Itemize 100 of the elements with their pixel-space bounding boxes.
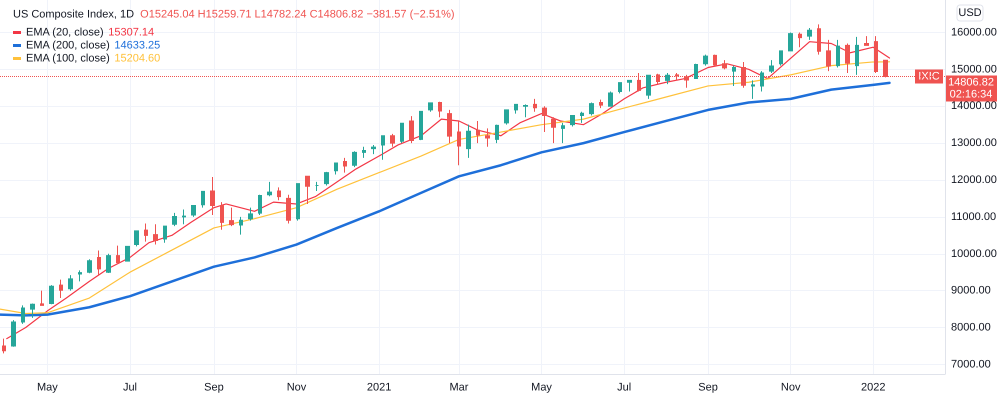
- candlestick: [352, 150, 357, 168]
- candlestick: [580, 111, 584, 124]
- candlestick: [788, 32, 793, 52]
- candlestick: [428, 102, 433, 112]
- candlestick: [267, 181, 272, 197]
- text: 02:16:34: [950, 88, 992, 100]
- x-tick-label: May: [531, 382, 552, 394]
- y-tick-label: 9000.00: [951, 284, 991, 297]
- candlestick: [542, 106, 547, 133]
- candlestick: [845, 43, 850, 74]
- legend-label: EMA (200, close): [26, 40, 110, 52]
- candlestick: [409, 116, 414, 144]
- candlestick: [78, 270, 82, 282]
- candlestick: [191, 204, 196, 218]
- candlestick: [163, 226, 167, 244]
- candlestick: [457, 120, 461, 166]
- y-tick-label: 14000.00: [951, 100, 997, 112]
- candlestick: [798, 32, 802, 48]
- y-tick-label: 16000.00: [951, 26, 997, 38]
- candlestick: [826, 39, 831, 72]
- annotation: 15307.14: [108, 26, 154, 38]
- x-tick-label: Nov: [286, 382, 307, 394]
- candlestick: [258, 194, 262, 216]
- candlestick: [248, 207, 253, 222]
- x-tick-label: Sep: [698, 382, 718, 394]
- candlestick: [239, 216, 243, 236]
- candlestick: [172, 212, 177, 227]
- candlestick: [134, 230, 139, 247]
- candlestick: [694, 63, 698, 80]
- candlestick: [296, 183, 300, 222]
- candlestick: [570, 114, 575, 128]
- candlestick: [40, 290, 44, 306]
- candlestick: [419, 110, 423, 141]
- candlestick: [381, 135, 385, 160]
- candlestick: [371, 144, 376, 155]
- x-tick-label: Mar: [449, 382, 469, 394]
- candlestick: [144, 223, 148, 242]
- candlestick: [476, 120, 480, 144]
- candlestick: [2, 338, 6, 354]
- candlestick: [485, 128, 490, 148]
- candlestick: [599, 99, 603, 109]
- line-series: [6, 41, 890, 340]
- candlestick: [97, 250, 101, 276]
- x-tick-label: 2021: [366, 382, 392, 394]
- candlestick: [495, 124, 499, 144]
- candlestick: [324, 171, 329, 186]
- candlestick: [618, 82, 622, 94]
- candlestick: [87, 258, 92, 274]
- candlestick: [732, 65, 736, 86]
- candlestick: [315, 181, 319, 192]
- candlestick: [220, 202, 224, 230]
- y-tick-label: 12000.00: [951, 174, 997, 186]
- candlestick: [807, 28, 812, 40]
- y-tick-label: 11000.00: [951, 210, 996, 223]
- legend-label: EMA (100, close): [26, 52, 110, 64]
- y-tick-label: 15000.00: [951, 63, 997, 76]
- candlestick: [49, 284, 54, 305]
- candlestick: [561, 122, 565, 144]
- candlestick: [210, 176, 215, 216]
- candlestick: [627, 80, 632, 92]
- candlestick: [855, 36, 859, 76]
- x-tick-label: Nov: [780, 382, 801, 394]
- candlestick: [703, 54, 708, 66]
- candlestick: [769, 60, 774, 74]
- candlestick: [390, 133, 395, 148]
- annotation: 15204.60: [114, 52, 160, 64]
- candlestick: [438, 101, 442, 118]
- candlestick: [533, 98, 537, 112]
- candlestick: [751, 80, 755, 100]
- candlestick: [343, 157, 347, 174]
- candlestick: [30, 303, 35, 318]
- annotation: 14633.25: [114, 40, 160, 52]
- candlestick: [864, 36, 869, 46]
- candlestick: [722, 60, 727, 70]
- candlestick: [153, 224, 158, 246]
- x-tick-label: May: [36, 382, 58, 394]
- x-tick-label: Jul: [617, 382, 632, 394]
- text: 14806.82: [948, 76, 994, 88]
- candlestick: [760, 70, 764, 92]
- x-tick-label: 2022: [861, 382, 886, 394]
- text: USD: [958, 7, 982, 19]
- y-tick-label: 10000.00: [951, 248, 997, 260]
- candlestick: [504, 109, 509, 126]
- candlestick: [182, 209, 186, 225]
- candlestick: [125, 246, 130, 262]
- y-tick-label: 7000.00: [951, 358, 991, 370]
- candlestick: [305, 175, 310, 204]
- candlestick: [817, 24, 821, 56]
- candlestick: [59, 279, 63, 299]
- candlestick: [400, 122, 404, 144]
- candlestick: [447, 109, 452, 144]
- x-tick-label: Sep: [204, 382, 224, 394]
- candlestick: [665, 72, 670, 85]
- candlestick: [21, 304, 25, 324]
- x-tick-label: Jul: [122, 382, 138, 394]
- candlestick: [201, 190, 205, 208]
- candlestick: [277, 186, 281, 201]
- candlestick: [334, 162, 338, 175]
- candlestick: [11, 320, 16, 348]
- candlestick: [646, 74, 651, 100]
